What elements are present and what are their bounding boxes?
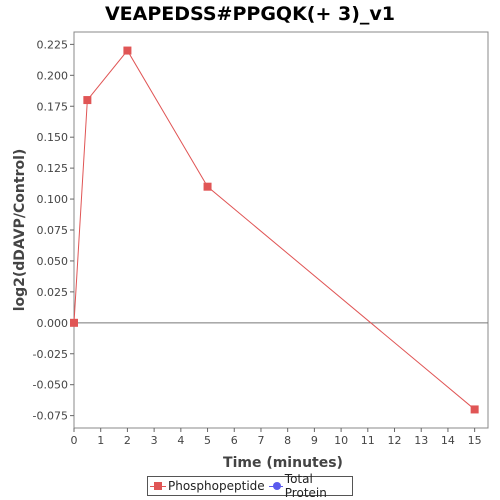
y-tick-label: 0.175 bbox=[37, 100, 69, 113]
y-tick-label: 0.225 bbox=[37, 38, 69, 51]
y-tick-label: -0.025 bbox=[33, 348, 68, 361]
legend-label-phosphopeptide: Phosphopeptide bbox=[168, 479, 265, 493]
legend-swatch-phosphopeptide bbox=[150, 481, 166, 491]
data-point bbox=[123, 46, 132, 55]
plot-area bbox=[73, 31, 489, 429]
legend-label-total-protein: Total Protein bbox=[284, 472, 327, 500]
x-tick-label: 12 bbox=[388, 434, 402, 447]
x-tick-label: 2 bbox=[124, 434, 131, 447]
y-axis-label: log2(dDAVP/Control) bbox=[12, 149, 28, 312]
y-tick-label: 0.050 bbox=[37, 255, 69, 268]
axes bbox=[70, 31, 489, 432]
y-tick-label: 0.100 bbox=[37, 193, 69, 206]
data-point bbox=[203, 182, 212, 191]
x-tick-label: 7 bbox=[257, 434, 264, 447]
x-tick-label: 10 bbox=[334, 434, 348, 447]
x-tick-label: 13 bbox=[414, 434, 428, 447]
y-tick-label: 0.075 bbox=[37, 224, 69, 237]
x-tick-label: 9 bbox=[311, 434, 318, 447]
x-tick-label: 14 bbox=[441, 434, 455, 447]
data-point bbox=[83, 96, 92, 105]
x-tick-label: 5 bbox=[204, 434, 211, 447]
data-point bbox=[470, 405, 479, 414]
y-tick-label: 0.200 bbox=[37, 69, 69, 82]
y-tick-label: -0.075 bbox=[33, 410, 68, 423]
chart-title: VEAPEDSS#PPGQK(+ 3)_v1 bbox=[104, 3, 396, 25]
x-tick-label: 4 bbox=[177, 434, 184, 447]
data-point bbox=[70, 318, 78, 327]
x-tick-label: 11 bbox=[361, 434, 375, 447]
y-tick-label: 0.025 bbox=[37, 286, 69, 299]
x-tick-label: 0 bbox=[71, 434, 78, 447]
legend-swatch-total-protein bbox=[268, 481, 283, 491]
y-tick-label: -0.050 bbox=[33, 379, 68, 392]
x-tick-label: 8 bbox=[284, 434, 291, 447]
legend: Phosphopeptide Total Protein bbox=[147, 472, 353, 500]
tick-labels: -0.075 -0.050 -0.025 0.000 0.025 0.050 0.075 0.… bbox=[33, 38, 482, 447]
legend-item-total-protein: Total Protein bbox=[268, 472, 350, 500]
y-tick-label: 0.125 bbox=[37, 162, 69, 175]
x-tick-label: 15 bbox=[468, 434, 482, 447]
x-tick-label: 3 bbox=[151, 434, 158, 447]
y-tick-label: 0.000 bbox=[37, 317, 69, 330]
series-layer bbox=[70, 46, 479, 414]
x-tick-label: 6 bbox=[231, 434, 238, 447]
x-axis-label: Time (minutes) bbox=[223, 455, 343, 471]
x-tick-label: 1 bbox=[97, 434, 104, 447]
y-tick-label: 0.150 bbox=[37, 131, 69, 144]
legend-item-phosphopeptide: Phosphopeptide bbox=[150, 479, 265, 493]
